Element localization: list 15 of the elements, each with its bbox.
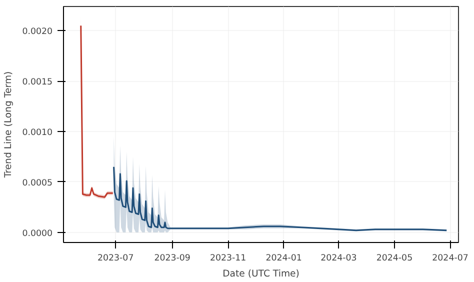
line-series bbox=[113, 166, 448, 232]
y-tick-label: 0.0000 bbox=[22, 228, 53, 239]
x-tick-label: 2024-05 bbox=[376, 254, 413, 264]
x-tick-label: 2023-11 bbox=[210, 254, 246, 264]
y-axis-title: Trend Line (Long Term) bbox=[3, 71, 14, 179]
x-tick-label: 2023-09 bbox=[154, 254, 190, 264]
y-tick-label: 0.0010 bbox=[22, 128, 53, 138]
x-tick-label: 2024-01 bbox=[266, 254, 302, 264]
x-axis-title: Date (UTC Time) bbox=[222, 268, 300, 280]
y-tick-label: 0.0015 bbox=[22, 78, 53, 88]
x-tick-label: 2024-07 bbox=[432, 254, 468, 264]
x-tick-label: 2023-07 bbox=[98, 254, 134, 264]
y-tick-label: 0.0005 bbox=[22, 178, 53, 188]
x-tick-label: 2024-03 bbox=[320, 254, 357, 264]
y-tick-label: 0.0020 bbox=[22, 27, 53, 38]
